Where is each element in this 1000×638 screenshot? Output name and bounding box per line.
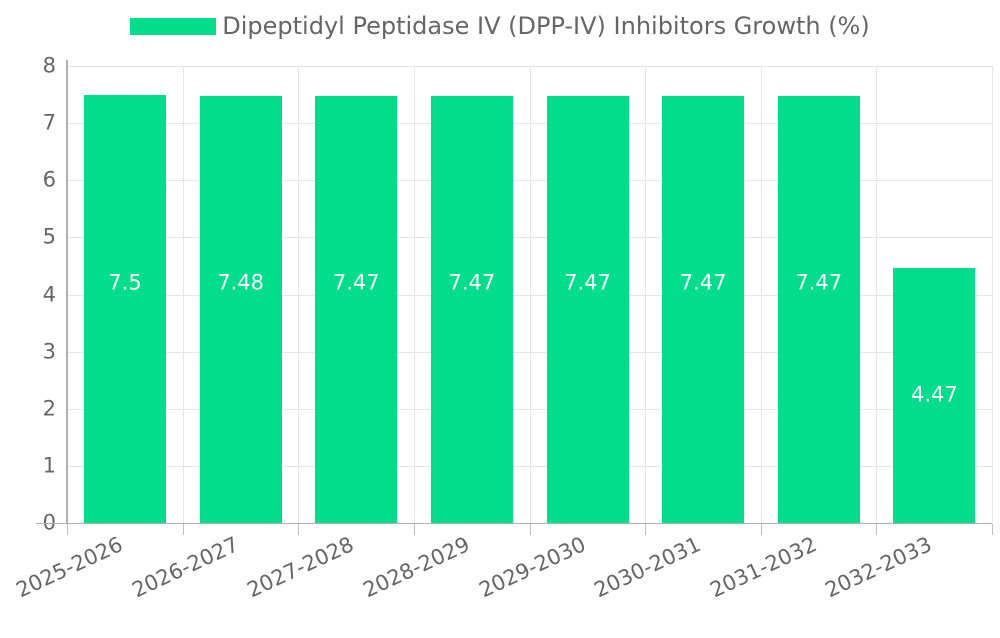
x-axis-tick-mark: [183, 524, 184, 535]
y-axis-tick-label: 5: [42, 224, 56, 249]
y-gridline: [67, 294, 992, 296]
bar[interactable]: [199, 95, 282, 523]
plot-area: 7.5 7.48 7.47 7.47 7.47 7.47 7.47 4.47: [67, 66, 993, 524]
bar-group[interactable]: 7.47: [414, 66, 530, 523]
x-axis-tick-mark: [67, 524, 68, 535]
bar[interactable]: [777, 96, 860, 523]
y-gridline: [67, 351, 992, 353]
bar[interactable]: [84, 94, 166, 523]
y-axis-tick-label: 0: [42, 510, 56, 535]
y-axis-tick-label: 4: [42, 282, 56, 306]
bar-value-label: 7.47: [448, 270, 496, 295]
legend-label: Dipeptidyl Peptidase IV (DPP-IV) Inhibit…: [222, 12, 870, 40]
bar-value-label: 7.47: [679, 270, 727, 295]
bar-value-label: 7.47: [332, 270, 380, 295]
x-axis-tick-mark: [992, 524, 993, 535]
x-axis-tick-mark: [414, 524, 415, 535]
x-gridline: [414, 66, 415, 523]
y-axis-tick-label: 1: [42, 453, 56, 478]
bar-group[interactable]: 4.47: [876, 66, 992, 523]
x-gridline: [298, 66, 299, 523]
y-axis-tick-label: 7: [42, 110, 56, 135]
bar-group[interactable]: 7.47: [645, 66, 761, 523]
legend-color-swatch: [130, 17, 217, 35]
x-gridline: [876, 66, 877, 523]
bar-group[interactable]: 7.48: [183, 66, 299, 523]
bar-group[interactable]: 7.5: [67, 66, 183, 523]
x-axis-tick-mark: [645, 524, 646, 535]
bar-value-label: 7.47: [795, 270, 843, 295]
y-axis-tick-label: 6: [42, 167, 56, 192]
bar[interactable]: [893, 267, 976, 523]
x-axis-tick-mark: [761, 524, 762, 535]
x-gridline: [992, 66, 993, 523]
bar-value-label: 7.5: [108, 270, 142, 295]
y-gridline: [67, 66, 992, 67]
bar-value-label: 4.47: [910, 382, 958, 407]
x-gridline: [761, 66, 762, 523]
chart-legend: Dipeptidyl Peptidase IV (DPP-IV) Inhibit…: [0, 0, 1000, 52]
bar-value-label: 7.47: [564, 270, 611, 295]
y-axis-tick-label: 8: [42, 53, 56, 78]
y-axis-tick-label: 3: [42, 339, 56, 364]
y-gridline: [67, 123, 992, 125]
bar[interactable]: [662, 96, 745, 523]
bar[interactable]: [430, 96, 513, 523]
x-axis-tick-mark: [530, 524, 531, 535]
y-axis-line: [66, 60, 68, 524]
bar[interactable]: [546, 96, 629, 523]
y-gridline: [67, 465, 992, 467]
bar-chart: Dipeptidyl Peptidase IV (DPP-IV) Inhibit…: [0, 0, 1000, 603]
x-axis-line: [36, 523, 992, 524]
x-axis-tick-mark: [876, 524, 877, 535]
bar-group[interactable]: 7.47: [761, 66, 877, 523]
y-gridline: [67, 237, 992, 239]
x-gridline: [183, 66, 184, 523]
bar-value-label: 7.48: [217, 270, 264, 295]
y-gridline: [67, 180, 992, 182]
bar[interactable]: [315, 96, 398, 523]
x-axis-tick-mark: [298, 524, 299, 535]
y-axis-labels: 0 1 2 3 4 5 6 7 8: [0, 0, 56, 600]
y-axis-tick-label: 2: [42, 396, 56, 421]
y-gridline: [67, 408, 992, 410]
bar-group[interactable]: 7.47: [298, 66, 414, 523]
x-gridline: [530, 66, 531, 523]
bar-group[interactable]: 7.47: [530, 66, 646, 523]
x-gridline: [645, 66, 646, 523]
